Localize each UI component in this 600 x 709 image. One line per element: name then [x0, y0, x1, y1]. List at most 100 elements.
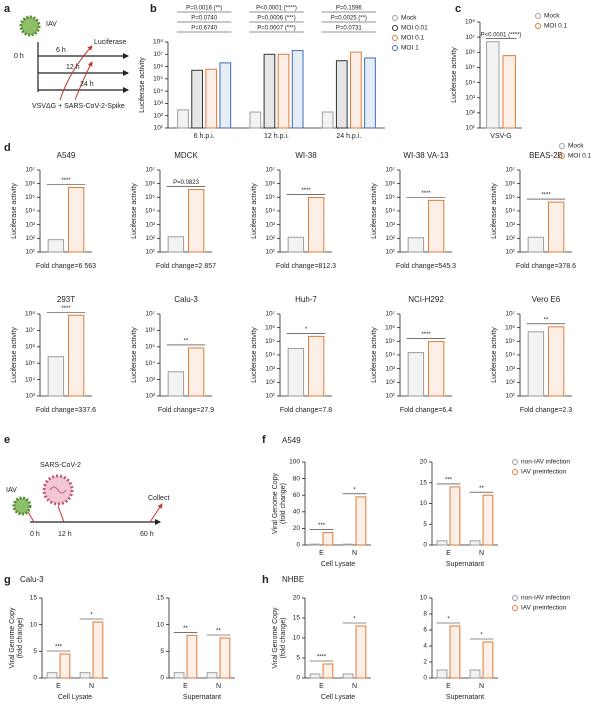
y-axis-label: Luciferase activity: [251, 327, 258, 383]
bar: [436, 540, 448, 546]
chart-title: A549: [57, 151, 76, 160]
y-tick-label: 10⁴: [145, 360, 155, 367]
y-tick-label: 10⁶: [265, 324, 275, 331]
bar: [287, 347, 305, 397]
y-tick-label: 10²: [266, 379, 276, 386]
y-tick-label: 15: [420, 479, 428, 486]
y-tick-label: 10²: [506, 379, 516, 386]
y-tick-label: 10: [157, 621, 165, 628]
x-tick-label: N: [352, 683, 357, 690]
x-axis-label: Fold change=6 563: [36, 263, 96, 270]
y-tick-label: 10³: [154, 100, 164, 107]
x-tick-label: N: [352, 550, 357, 557]
bar: [167, 236, 185, 253]
y-axis-label: Viral Genome Copy: [272, 473, 279, 534]
y-tick-label: 10¹: [146, 249, 156, 256]
x-axis-label: Fold change=27.9: [158, 407, 214, 414]
y-tick-label: 10⁸: [153, 39, 163, 46]
bar: [291, 50, 304, 129]
legend-marker: [512, 469, 518, 475]
y-tick-label: 10⁵: [25, 360, 35, 367]
y-tick-label: 10: [293, 635, 301, 642]
y-tick-label: 10⁴: [265, 208, 275, 215]
panel-letter: e: [4, 434, 10, 446]
y-tick-label: 20: [293, 595, 301, 602]
bar: [263, 53, 276, 129]
bar: [249, 111, 262, 129]
y-tick-label: 10⁵: [145, 344, 155, 351]
legend-label: MOI 0.1: [568, 153, 592, 160]
diagram-a: IAV 0 h 6 h 12 h 24 h Luciferase VSVΔG +…: [14, 15, 129, 110]
y-tick-label: 10¹: [266, 393, 276, 400]
y-tick-label: 10⁷: [25, 327, 35, 334]
y-tick-label: 10⁵: [265, 338, 275, 345]
y-tick-label: 10: [30, 621, 38, 628]
bar: [482, 494, 494, 546]
bar: [547, 201, 565, 253]
y-tick-label: 10³: [26, 221, 36, 228]
bar: [46, 672, 58, 679]
x-tick-label: N: [479, 683, 484, 690]
x-tick-label: VSV-G: [490, 133, 511, 140]
bar: [486, 41, 500, 129]
y-tick-label: 10⁷: [265, 167, 275, 174]
bar: [364, 57, 376, 129]
significance-label: P=0.1596: [336, 6, 363, 12]
significance-label: ****: [421, 191, 431, 197]
chart-title: WI-38: [295, 151, 317, 160]
y-tick-label: 10⁴: [265, 352, 275, 359]
bar: [449, 486, 461, 546]
x-tick-label: E: [319, 683, 324, 690]
time-label: 60 h: [140, 531, 154, 538]
y-tick-label: 10⁷: [145, 311, 155, 318]
chart-title: NHBE: [282, 575, 304, 584]
bar: [287, 236, 305, 253]
bar: [482, 641, 494, 679]
y-axis-label: Luciferase activity: [491, 327, 498, 383]
x-tick-label: E: [56, 683, 61, 690]
bar: [219, 62, 232, 129]
x-axis-label: Fold change=545.3: [396, 263, 456, 270]
bar: [350, 51, 362, 129]
y-tick-label: 10⁴: [505, 352, 515, 359]
y-tick-label: 15: [30, 595, 38, 602]
arrow: [149, 503, 163, 523]
bar: [427, 341, 445, 397]
y-tick-label: 10⁶: [465, 49, 475, 56]
y-tick-label: 5: [33, 648, 37, 655]
y-axis-label: Luciferase activity: [139, 57, 146, 113]
y-axis-label: Luciferase activity: [131, 327, 138, 383]
y-tick-label: 10⁶: [25, 344, 35, 351]
virus-label: IAV: [46, 21, 57, 28]
y-tick-label: 10⁷: [465, 34, 475, 41]
bar: [469, 540, 481, 546]
y-tick-label: 10²: [146, 393, 156, 400]
y-tick-label: 10⁵: [465, 64, 475, 71]
y-tick-label: 10⁶: [145, 180, 155, 187]
y-tick-label: 10¹: [506, 393, 516, 400]
y-axis-label: Luciferase activity: [131, 183, 138, 239]
significance-label: **: [479, 486, 484, 492]
bar: [177, 109, 189, 129]
significance-label: *: [480, 633, 483, 639]
significance-label: *: [305, 327, 308, 333]
arrow: [57, 505, 65, 523]
y-tick-label: 10³: [146, 376, 156, 383]
bar: [547, 326, 565, 397]
legend-label: MOI 1: [401, 45, 419, 52]
bar: [219, 637, 231, 679]
significance-label: P=0.6740: [191, 26, 218, 32]
significance-label: ***: [55, 645, 63, 651]
readout-label: Luciferase: [94, 39, 126, 46]
bar: [342, 543, 354, 546]
y-tick-label: 5: [423, 521, 427, 528]
legend-label: MOI 0.1: [401, 35, 425, 42]
chart-title: A549: [282, 436, 301, 445]
x-axis-label: Fold change=7.8: [280, 407, 332, 414]
bar: [67, 186, 85, 253]
y-axis-label: Viral Genome Copy: [272, 607, 279, 668]
significance-label: P<0.0001 (****): [481, 32, 522, 38]
arrow: [59, 45, 93, 101]
y-tick-label: 10⁸: [25, 311, 35, 318]
x-tick-label: 12 h.p.i.: [264, 133, 289, 140]
